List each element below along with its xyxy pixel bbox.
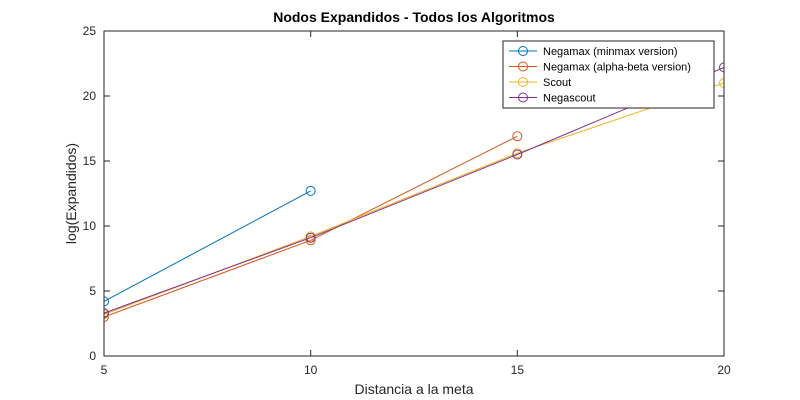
legend-label: Negascout [543,93,596,105]
legend-label: Scout [543,77,571,89]
data-point [305,185,316,196]
x-tick-label: 5 [101,363,108,377]
plot-box [103,30,725,357]
series-1 [104,131,523,322]
y-tick-label: 10 [83,219,97,233]
data-point [104,308,109,319]
x-tick-label: 10 [304,363,318,377]
y-tick-label: 15 [83,154,97,168]
legend-swatch-marker [518,46,528,56]
y-tick-label: 0 [89,349,96,363]
legend-item: Negascout [509,92,596,105]
legend-box [502,40,715,109]
series-line [104,135,518,318]
y-tick-label: 25 [83,24,97,38]
x-tick-label: 20 [717,363,731,377]
series-line [104,190,311,302]
legend-item: Negamax (alpha-beta version) [509,61,691,74]
series-0 [104,185,316,307]
series-layer [104,62,724,322]
legend-item: Negamax (minmax version) [509,46,677,58]
series-line [104,66,724,314]
legend-swatch-marker [518,61,528,72]
chart-title: Nodos Expandidos - Todos los Algoritmos [273,9,555,25]
data-point [305,232,316,243]
y-tick-label: 5 [89,284,96,298]
legend-label: Negamax (alpha-beta version) [543,62,691,74]
data-point [512,149,523,160]
legend-swatch-marker [518,77,528,87]
y-tick-label: 20 [83,89,97,103]
x-tick-label: 15 [511,363,525,377]
legend: Negamax (minmax version) Negamax (alpha-b… [502,40,715,109]
data-point [719,78,724,88]
data-point [512,131,523,142]
legend-swatch-marker [518,92,528,103]
legend-item: Scout [509,77,571,89]
series-3 [104,62,724,319]
data-point [104,296,109,307]
data-point [104,312,109,322]
y-axis-label: log(Expandidos) [63,143,79,244]
legend-label: Negamax (minmax version) [543,46,677,58]
data-point [305,235,316,246]
data-point [719,62,724,73]
x-axis-label: Distancia a la meta [354,381,473,397]
